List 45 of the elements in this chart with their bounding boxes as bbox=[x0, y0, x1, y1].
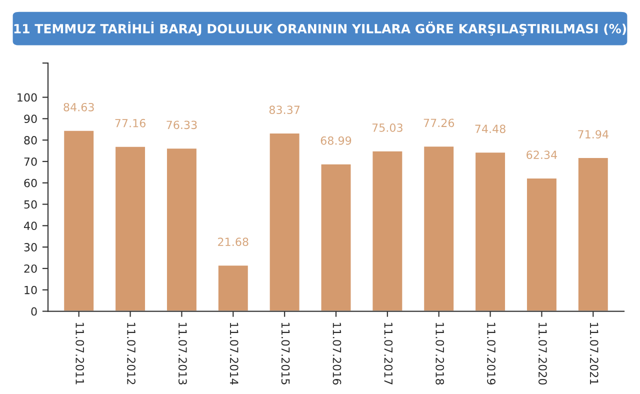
data-label: 84.63 bbox=[64, 102, 94, 112]
data-label: 76.33 bbox=[166, 120, 197, 130]
x-tick-label: 11.07.2018 bbox=[436, 322, 444, 385]
bar bbox=[217, 264, 250, 312]
bar bbox=[320, 162, 352, 312]
chart-title: 11 TEMMUZ TARİHLİ BARAJ DOLULUK ORANININ YILLARA GÖRE KARŞILAŞTIRILMASI (%) bbox=[14, 22, 626, 36]
x-tick-label: 11.07.2012 bbox=[127, 322, 136, 384]
data-label: 74.48 bbox=[475, 124, 506, 134]
y-tick-label: 10 bbox=[24, 286, 37, 294]
data-label: 68.99 bbox=[320, 136, 352, 145]
data-label: 75.03 bbox=[372, 123, 402, 132]
bar bbox=[577, 156, 610, 312]
x-tick-label: 11.07.2011 bbox=[76, 322, 84, 384]
bar bbox=[422, 145, 455, 312]
y-tick-label: 100 bbox=[18, 93, 37, 102]
x-tick-label: 11.07.2015 bbox=[281, 322, 290, 384]
x-tick-label: 11.07.2017 bbox=[384, 322, 393, 384]
bar bbox=[114, 145, 146, 312]
y-tick-label: 70 bbox=[24, 157, 37, 166]
bar bbox=[62, 129, 95, 312]
y-tick-label: 0 bbox=[31, 307, 37, 316]
bar bbox=[526, 177, 558, 312]
x-tick-label: 11.07.2014 bbox=[230, 322, 238, 385]
y-tick-label: 90 bbox=[24, 114, 37, 124]
y-tick-label: 60 bbox=[24, 178, 37, 188]
data-label: 77.26 bbox=[424, 118, 454, 128]
data-label: 77.16 bbox=[115, 118, 146, 128]
x-tick-label: 11.07.2013 bbox=[178, 322, 187, 384]
data-label: 21.68 bbox=[218, 238, 248, 246]
y-tick-label: 40 bbox=[24, 222, 37, 230]
y-tick-label: 50 bbox=[24, 200, 37, 209]
bar bbox=[268, 132, 301, 312]
x-tick-label: 11.07.2021 bbox=[590, 322, 598, 384]
data-label: 71.94 bbox=[578, 130, 608, 138]
y-tick-label: 30 bbox=[24, 243, 37, 252]
bar bbox=[474, 151, 506, 312]
data-label: 83.37 bbox=[269, 106, 300, 114]
x-tick-label: 11.07.2019 bbox=[487, 322, 496, 385]
bar bbox=[371, 150, 404, 312]
data-label: 62.34 bbox=[526, 150, 557, 160]
y-tick-label: 80 bbox=[24, 136, 37, 144]
bar bbox=[166, 147, 198, 312]
x-tick-label: 11.07.2016 bbox=[332, 322, 342, 385]
y-tick-label: 20 bbox=[24, 264, 37, 273]
x-tick-label: 11.07.2020 bbox=[538, 322, 547, 385]
